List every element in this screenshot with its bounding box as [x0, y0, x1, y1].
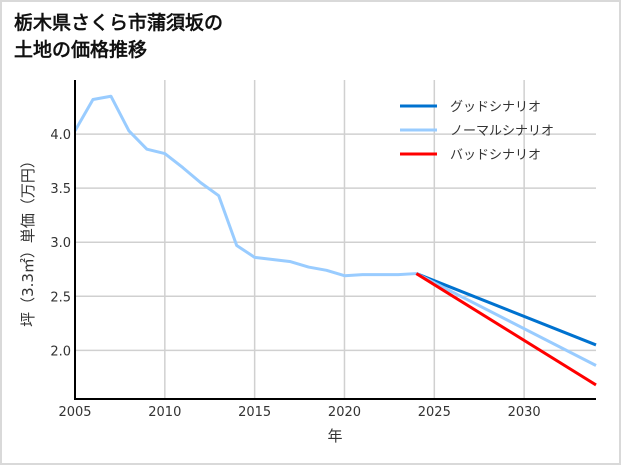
x-tick-label: 2020: [328, 405, 361, 420]
x-tick-label: 2015: [238, 405, 271, 420]
history-line: [73, 94, 417, 278]
y-tick-label: 2.5: [50, 290, 71, 305]
series-lines: [73, 94, 597, 387]
scenario-line: [415, 272, 597, 347]
tick-labels: 2005 2010 2015 2020 2025 2030 2.0 2.5 3.0 3.5 4.0: [50, 128, 540, 420]
x-axis-label: 年: [327, 427, 342, 445]
legend-label: バッドシナリオ: [450, 148, 541, 163]
y-tick-label: 2.0: [50, 344, 71, 359]
x-tick-label: 2010: [148, 405, 181, 420]
x-tick-label: 2005: [58, 405, 91, 420]
scenario-line: [415, 272, 597, 387]
x-tick-label: 2030: [508, 405, 541, 420]
y-axis-label: 坪（3.3㎡）単価（万円）: [19, 153, 37, 327]
scenario-line: [415, 272, 597, 367]
y-tick-label: 4.0: [50, 128, 71, 143]
y-tick-label: 3.0: [50, 236, 71, 251]
legend-label: グッドシナリオ: [450, 100, 541, 115]
grid: [75, 80, 596, 399]
axes: [74, 80, 596, 400]
legend-label: ノーマルシナリオ: [450, 124, 554, 139]
x-tick-label: 2025: [418, 405, 451, 420]
chart-title: 栃木県さくら市蒲須坂の 土地の価格推移: [14, 12, 224, 61]
y-tick-label: 3.5: [50, 182, 71, 197]
